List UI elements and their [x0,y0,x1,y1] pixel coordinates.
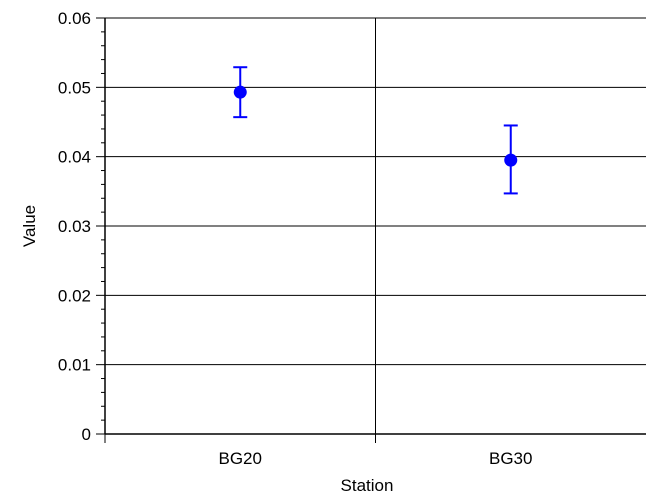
y-tick-label-0: 0 [82,425,91,444]
data-point-BG30 [504,153,518,167]
y-tick-label-1: 0.01 [58,356,91,375]
y-tick-label-5: 0.05 [58,78,91,97]
x-tick-label-1: BG30 [489,449,532,468]
ticks: 0 0.01 0.02 0.03 0.04 0.05 0.06 BG20 BG30 [58,9,533,468]
y-tick-label-6: 0.06 [58,9,91,28]
marks [233,66,518,195]
y-tick-label-2: 0.02 [58,286,91,305]
y-tick-label-3: 0.03 [58,217,91,236]
y-axis-title: Value [20,205,39,247]
x-axis-title: Station [341,476,394,495]
data-point-BG20 [233,85,247,99]
grid [105,17,646,434]
x-tick-label-0: BG20 [219,449,262,468]
y-tick-label-4: 0.04 [58,148,91,167]
